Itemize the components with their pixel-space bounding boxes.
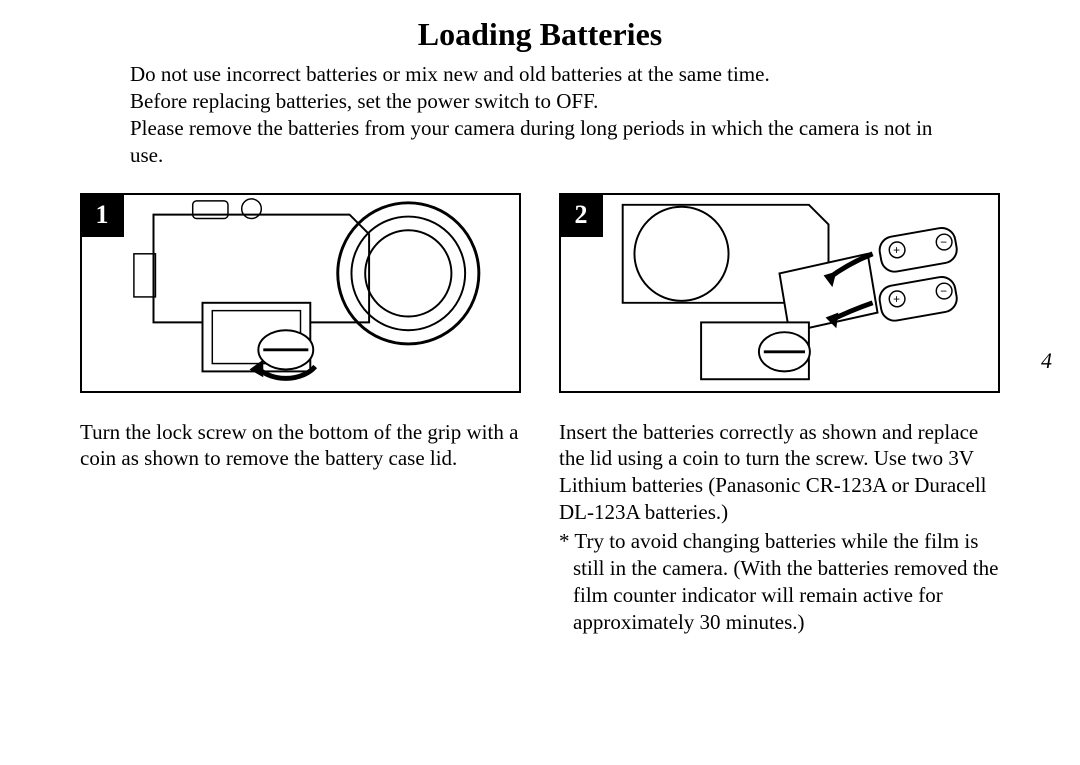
svg-text:−: − bbox=[940, 284, 947, 297]
svg-text:−: − bbox=[940, 235, 947, 248]
svg-text:+: + bbox=[893, 243, 900, 256]
step-2-caption: Insert the batteries correctly as shown … bbox=[559, 419, 1000, 638]
step-1-figure: 1 bbox=[80, 193, 521, 393]
step-2-column: 2 + − bbox=[559, 193, 1000, 638]
page-title: Loading Batteries bbox=[50, 16, 1030, 53]
step-1-column: 1 bbox=[80, 193, 521, 638]
svg-text:+: + bbox=[893, 292, 900, 305]
intro-line-3: Please remove the batteries from your ca… bbox=[130, 116, 932, 167]
intro-text: Do not use incorrect batteries or mix ne… bbox=[130, 61, 950, 169]
step-1-caption: Turn the lock screw on the bottom of the… bbox=[80, 419, 521, 475]
step-2-figure: 2 + − bbox=[559, 193, 1000, 393]
intro-line-1: Do not use incorrect batteries or mix ne… bbox=[130, 62, 770, 86]
intro-line-2: Before replacing batteries, set the powe… bbox=[130, 89, 598, 113]
page-number: 4 bbox=[1041, 348, 1052, 374]
step-2-illustration: + − + − bbox=[561, 195, 998, 391]
step-columns: 1 bbox=[80, 193, 1000, 638]
step-1-illustration bbox=[82, 195, 519, 391]
step-2-note: * Try to avoid changing batteries while … bbox=[573, 528, 1000, 636]
